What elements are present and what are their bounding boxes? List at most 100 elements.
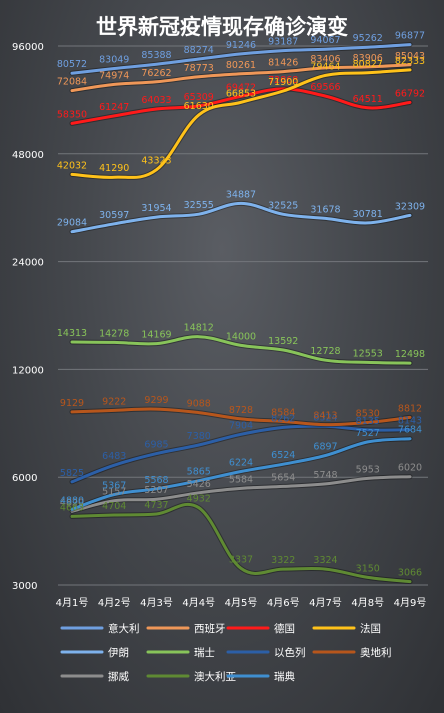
x-tick-label: 4月3号 — [140, 597, 173, 609]
series-line-8 — [70, 475, 412, 513]
data-label: 95262 — [353, 33, 383, 44]
series-line-1 — [70, 63, 412, 93]
data-label: 82333 — [395, 56, 425, 67]
legend-label: 瑞典 — [274, 670, 295, 683]
data-label: 7904 — [229, 420, 253, 431]
data-label: 79464 — [310, 61, 340, 72]
legend-label: 法国 — [360, 622, 381, 635]
data-label: 64511 — [353, 94, 383, 105]
x-tick-label: 4月7号 — [309, 597, 342, 609]
y-tick-label: 12000 — [12, 365, 44, 376]
data-label: 43323 — [141, 156, 171, 167]
data-label: 65309 — [184, 92, 214, 103]
data-label: 83906 — [353, 53, 383, 64]
data-label: 8812 — [398, 403, 422, 414]
legend-label: 挪威 — [108, 670, 129, 683]
data-label: 9129 — [60, 398, 84, 409]
series-line-4 — [70, 201, 412, 234]
data-label: 31954 — [141, 203, 171, 214]
data-label: 5825 — [60, 468, 84, 479]
series-line-2 — [70, 87, 412, 125]
data-label: 32309 — [395, 201, 425, 212]
data-label: 71900 — [268, 77, 298, 88]
data-label: 30781 — [353, 209, 383, 220]
data-label: 81426 — [268, 58, 298, 69]
data-label: 6483 — [102, 451, 126, 462]
data-label: 5654 — [271, 472, 295, 483]
legend-item: 瑞典 — [226, 670, 295, 683]
data-label: 6524 — [271, 450, 295, 461]
legend-item: 伊朗 — [60, 647, 129, 659]
data-label: 5584 — [229, 474, 253, 485]
legend-label: 意大利 — [108, 622, 140, 635]
legend-label: 瑞士 — [194, 646, 215, 659]
x-tick-label: 4月6号 — [267, 597, 300, 609]
legend-label: 伊朗 — [108, 647, 129, 659]
legend-label: 澳大利亚 — [194, 670, 236, 683]
legend-item: 德国 — [226, 622, 295, 635]
data-label: 69566 — [310, 82, 340, 93]
data-label: 4932 — [187, 494, 211, 505]
data-label: 80827 — [353, 59, 383, 70]
data-label: 9299 — [144, 395, 168, 406]
data-label: 76262 — [141, 68, 171, 79]
data-label: 8324 — [313, 412, 337, 423]
y-tick-label: 6000 — [12, 473, 37, 484]
data-label: 72868 — [268, 75, 298, 86]
data-label: 5953 — [356, 464, 380, 475]
data-label: 80572 — [57, 59, 87, 70]
series-line-7 — [70, 407, 412, 427]
x-axis-ticks: 4月1号 4月2号 4月3号 4月4号 4月5号 4月6号 4月7号 4月8号 4月9号 — [56, 597, 427, 609]
data-label: 8584 — [271, 408, 295, 419]
data-label: 3150 — [356, 563, 380, 574]
data-label: 7380 — [187, 431, 211, 442]
data-label: 32525 — [268, 200, 298, 211]
data-label: 66792 — [395, 88, 425, 99]
data-label: 34887 — [226, 189, 256, 200]
data-label: 91246 — [226, 40, 256, 51]
data-label: 96877 — [395, 31, 425, 42]
data-label: 12498 — [395, 349, 425, 360]
legend-item: 奥地利 — [312, 646, 392, 659]
data-label: 12728 — [310, 346, 340, 357]
legend-item: 挪威 — [60, 670, 129, 683]
data-label: 6224 — [229, 457, 253, 468]
data-label: 61630 — [184, 101, 214, 112]
data-label: 58350 — [57, 109, 87, 120]
series-line-5 — [70, 335, 412, 365]
data-label: 8728 — [229, 405, 253, 416]
data-label: 14278 — [99, 328, 129, 339]
data-label: 6985 — [144, 440, 168, 451]
data-label: 5748 — [313, 470, 337, 481]
series-line-0 — [70, 43, 412, 75]
data-label: 32555 — [184, 200, 214, 211]
legend-label: 德国 — [274, 622, 295, 635]
data-label: 74974 — [99, 70, 129, 81]
x-tick-label: 4月9号 — [394, 597, 427, 609]
legend-item: 法国 — [312, 622, 381, 635]
data-label: 88274 — [184, 45, 214, 56]
data-label: 66853 — [226, 88, 256, 99]
legend-item: 意大利 — [60, 622, 140, 635]
series-line-6 — [70, 424, 412, 484]
legend-label: 以色列 — [274, 646, 306, 659]
series-line-9 — [70, 502, 412, 584]
data-label: 61247 — [99, 102, 129, 113]
data-label: 14000 — [226, 331, 256, 342]
legend-item: 以色列 — [226, 646, 306, 659]
data-label: 7684 — [398, 425, 422, 436]
data-label: 12553 — [353, 348, 383, 359]
series-line-3 — [70, 68, 412, 179]
data-label: 8135 — [356, 416, 380, 427]
x-tick-label: 4月5号 — [225, 597, 258, 609]
data-label: 85388 — [141, 50, 171, 61]
x-tick-label: 4月4号 — [182, 597, 215, 609]
data-label: 3324 — [313, 555, 337, 566]
data-labels: 80572 83049 85388 88274 91246 93187 94067 95262… — [57, 31, 425, 579]
legend-label: 西班牙 — [194, 623, 226, 635]
y-tick-label: 3000 — [12, 581, 37, 592]
data-label: 5157 — [102, 487, 126, 498]
data-label: 8413 — [313, 411, 337, 422]
